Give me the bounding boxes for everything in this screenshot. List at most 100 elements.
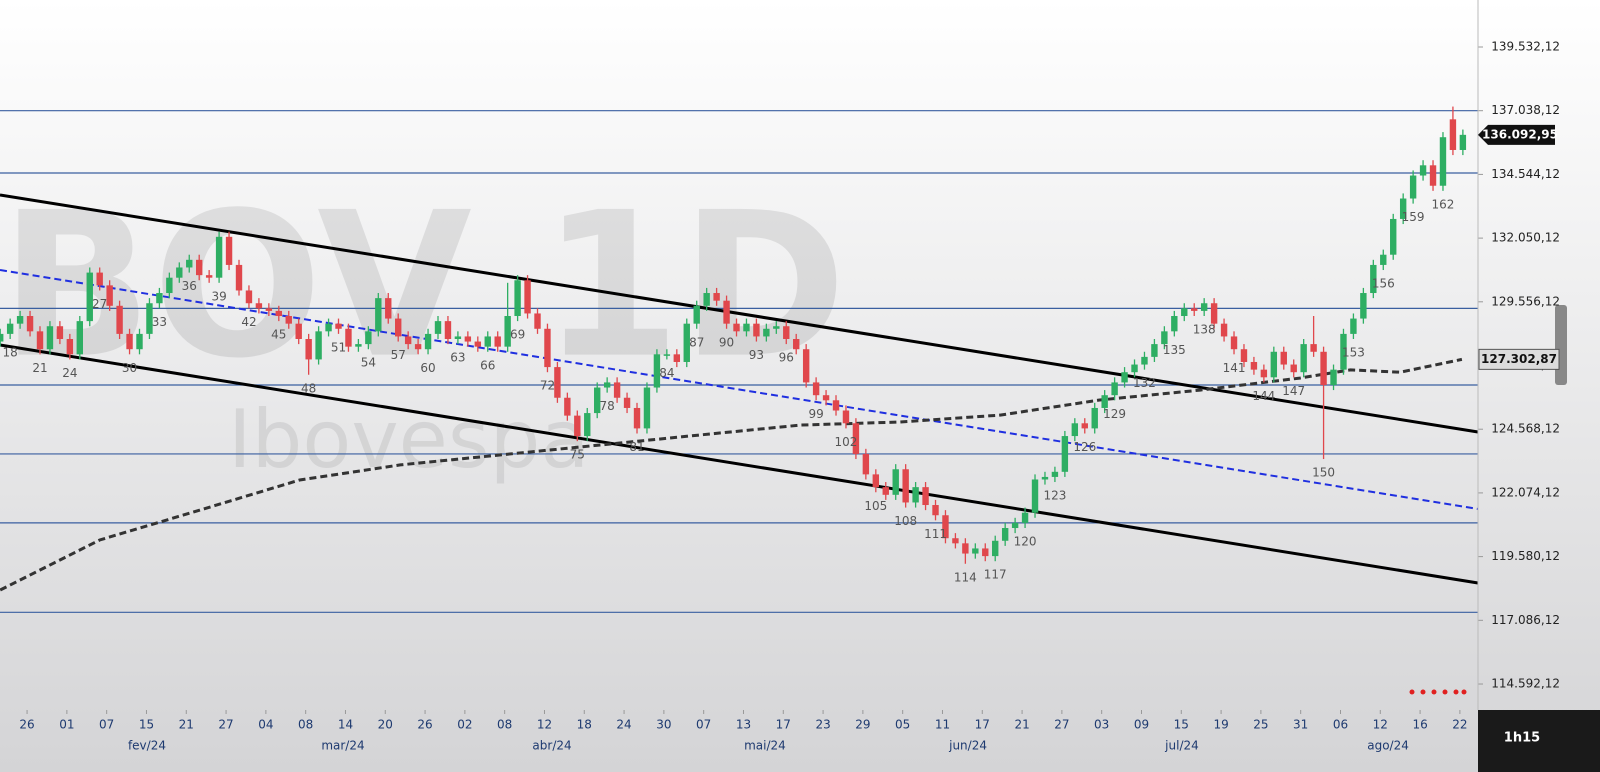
scrollbar[interactable] [1555, 305, 1567, 385]
candle-body [812, 382, 820, 396]
plot: 18 21 24 27 30 33 36 39 42 45 48 51 54 57 60 63 66 69 72 75… [0, 106, 1479, 613]
candle-body [1051, 471, 1059, 477]
candle-count: 21 [32, 361, 47, 375]
candle-body [1230, 336, 1238, 350]
x-tick-label: 23 [815, 718, 830, 732]
x-tick-label: 22 [1452, 718, 1467, 732]
candle-body [335, 323, 342, 329]
candle-body [1380, 254, 1387, 265]
candle-body [235, 264, 243, 291]
x-tick-label: 08 [497, 718, 512, 732]
candle-body [275, 310, 283, 317]
candle-body [1061, 436, 1069, 472]
candle-body [6, 323, 14, 334]
candle-count: 138 [1193, 323, 1216, 337]
candle-body [992, 540, 999, 557]
candle-body [16, 316, 24, 324]
candle-body [1300, 344, 1307, 373]
candle-body [753, 323, 760, 337]
candle-body [1041, 476, 1049, 480]
x-tick-label: 24 [616, 718, 631, 732]
candle-body [842, 410, 850, 424]
candle-body [245, 290, 253, 304]
candle-body [116, 305, 123, 334]
candle-body [1260, 369, 1268, 378]
candle-body [494, 336, 501, 347]
candle-body [514, 280, 521, 317]
candle-body [325, 323, 332, 332]
timeframe[interactable]: 1h15 [1504, 731, 1540, 746]
candle-body [66, 338, 74, 355]
candle-count: 30 [122, 361, 137, 375]
candle-count: 24 [62, 366, 77, 380]
candle-body [1449, 119, 1457, 150]
candle-body [404, 336, 412, 345]
candle-body [504, 316, 511, 347]
candle-body [1210, 303, 1218, 324]
candle-body [793, 338, 800, 350]
candle-body [972, 548, 979, 554]
candle-count: 105 [864, 499, 887, 513]
x-tick-label: 05 [895, 718, 910, 732]
y-tick-label: 132.050,12 [1491, 231, 1560, 245]
candle-body [603, 382, 611, 388]
candle-body [126, 333, 133, 350]
x-tick-label: 26 [19, 718, 34, 732]
candle-body [534, 313, 541, 329]
price-label-box [1478, 124, 1555, 145]
moving-average [0, 357, 1463, 592]
candle-body [912, 487, 919, 503]
candle-count: 111 [924, 527, 947, 541]
timeframe-box[interactable] [1478, 710, 1600, 772]
candle-body [1091, 407, 1098, 429]
candle-body [773, 326, 780, 329]
candle-body [285, 316, 292, 324]
candle-body [1101, 395, 1108, 408]
y-tick-label: 117.086,12 [1491, 613, 1560, 627]
candle-body [464, 336, 472, 342]
candle-count: 69 [510, 328, 525, 342]
candle-body [683, 323, 690, 362]
candle-body [76, 321, 84, 355]
candle-count: 132 [1133, 376, 1156, 390]
x-tick-label: 26 [417, 718, 432, 732]
y-tick-label: 114.592,12 [1491, 677, 1560, 691]
candle-body [1409, 175, 1417, 199]
candle-body [1310, 344, 1317, 352]
month-label: mai/24 [744, 739, 786, 753]
candle-body [454, 336, 462, 339]
x-tick-label: 20 [378, 718, 393, 732]
candle-body [1220, 323, 1228, 337]
month-label: jun/24 [948, 739, 987, 753]
x-tick-label: 27 [1054, 718, 1069, 732]
trendline [0, 193, 1479, 434]
x-tick-label: 12 [1373, 718, 1388, 732]
x-tick-label: 31 [1293, 718, 1308, 732]
candle-count: 102 [835, 435, 858, 449]
month-label: abr/24 [532, 739, 571, 753]
candle-body [1419, 165, 1427, 176]
x-tick-label: 27 [218, 718, 233, 732]
candle-body [1240, 349, 1248, 362]
x-tick-label: 19 [1213, 718, 1228, 732]
x-tick-label: 13 [736, 718, 751, 732]
candle-body [56, 326, 64, 339]
y-tick-label: 129.556,12 [1491, 294, 1560, 308]
candle-body [1141, 356, 1148, 365]
x-tick-label: 07 [99, 718, 114, 732]
trendline [0, 343, 1479, 585]
x-tick-label: 02 [457, 718, 472, 732]
candle-count: 96 [779, 351, 794, 365]
candle-body [1399, 198, 1407, 219]
x-tick-label: 11 [935, 718, 950, 732]
candle-count: 75 [570, 448, 585, 462]
candle-body [365, 331, 372, 345]
candle-body [484, 336, 491, 347]
candle-count: 18 [3, 345, 18, 359]
candle-body [196, 259, 203, 276]
candle-body [395, 318, 402, 337]
candle-body [166, 277, 173, 294]
candle-body [0, 333, 4, 342]
candle-body [1191, 308, 1198, 311]
